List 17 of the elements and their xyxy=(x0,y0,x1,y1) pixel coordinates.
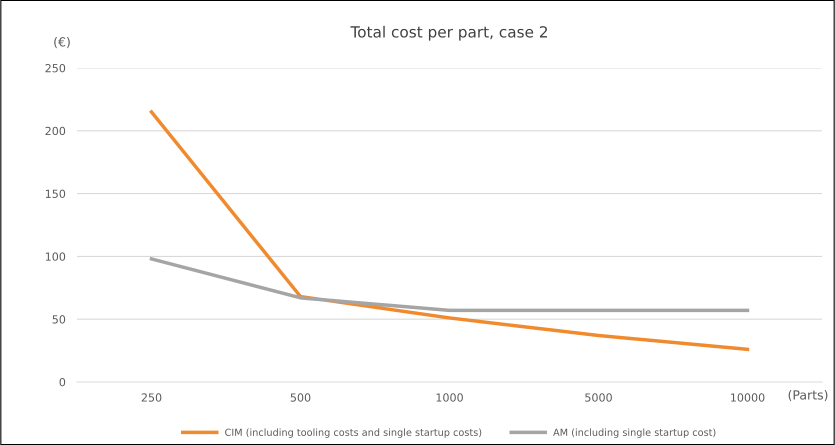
x-tick-label: 250 xyxy=(142,393,162,402)
y-tick-label: 50 xyxy=(52,315,66,324)
legend-label: CIM (including tooling costs and single startup costs) xyxy=(225,428,482,438)
y-tick-label: 150 xyxy=(46,190,66,198)
x-tick-label: 500 xyxy=(290,393,310,402)
y-axis-title: (€) xyxy=(54,36,70,48)
y-tick-label: 200 xyxy=(45,126,66,136)
x-tick-label: 5000 xyxy=(585,393,612,402)
x-tick-label: 10000 xyxy=(731,393,764,402)
x-axis-title: (Parts) xyxy=(788,390,828,402)
y-tick-label: 100 xyxy=(46,252,66,261)
y-tick-label: 0 xyxy=(60,378,66,386)
chart-title: Total cost per part, case 2 xyxy=(350,26,548,41)
y-tick-label: 250 xyxy=(45,64,66,72)
x-tick-label: 1000 xyxy=(436,393,463,402)
legend-label: AM (including single startup cost) xyxy=(553,428,716,438)
line-series xyxy=(150,110,750,352)
